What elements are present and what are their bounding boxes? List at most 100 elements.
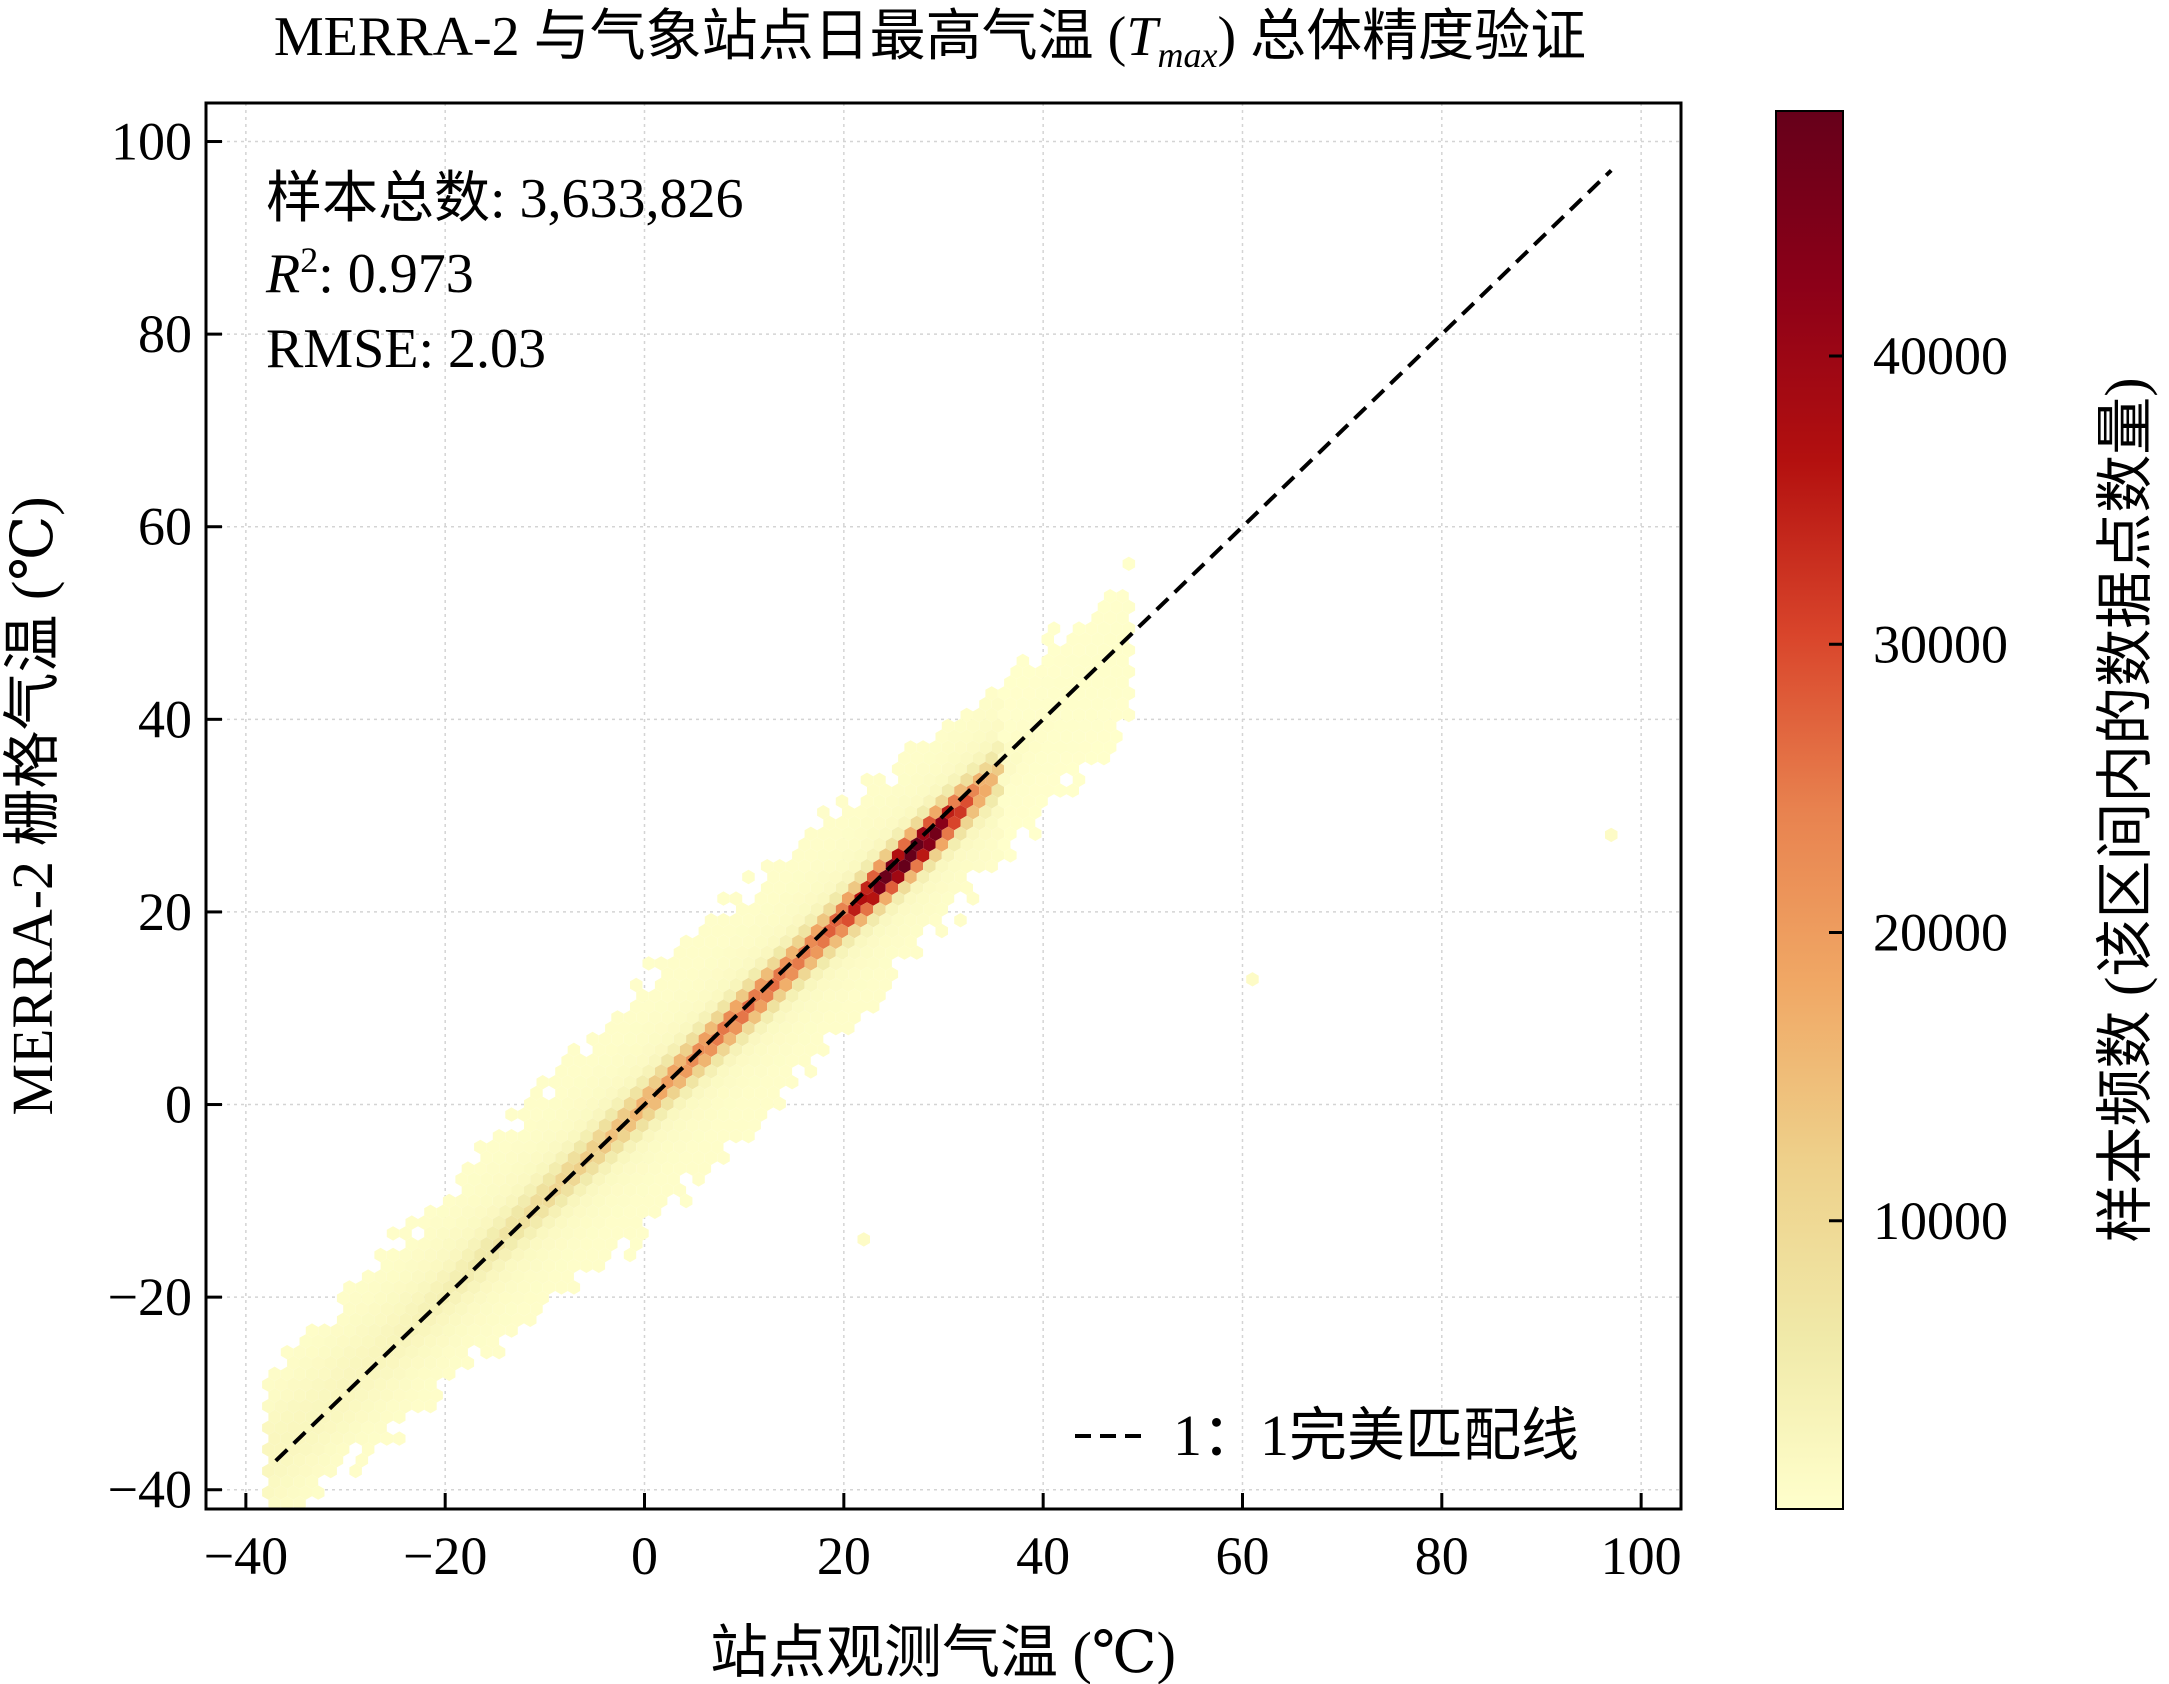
hexbin-cell bbox=[823, 1010, 836, 1025]
hexbin-cell bbox=[785, 902, 799, 917]
hexbin-cell bbox=[648, 1161, 662, 1176]
hexbin-cell bbox=[867, 913, 880, 928]
hexbin-cell bbox=[605, 1193, 618, 1209]
hexbin-cell bbox=[686, 1161, 699, 1176]
hexbin-cell bbox=[1079, 697, 1092, 712]
hexbin-cell bbox=[873, 837, 886, 852]
hexbin-cell bbox=[798, 1053, 811, 1068]
hexbin-cell bbox=[617, 1042, 630, 1057]
hexbin-cell bbox=[623, 1075, 637, 1090]
hexbin-cell bbox=[586, 1161, 599, 1176]
hexbin-cell bbox=[268, 1366, 281, 1381]
hexbin-cell bbox=[798, 837, 811, 852]
hexbin-cell bbox=[636, 988, 649, 1003]
hexbin-cell bbox=[548, 1204, 562, 1219]
hexbin-cell bbox=[835, 815, 849, 831]
hexbin-cell bbox=[442, 1323, 456, 1338]
hexbin-cell bbox=[1085, 621, 1098, 636]
hexbin-cell bbox=[767, 1064, 780, 1079]
hexbin-cell bbox=[736, 1075, 749, 1090]
hexbin-cell bbox=[611, 1139, 624, 1155]
hexbin-cell bbox=[449, 1269, 462, 1284]
hexbin-cell bbox=[324, 1377, 337, 1392]
hexbin-cell bbox=[916, 805, 930, 820]
hexbin-cell bbox=[910, 859, 924, 874]
hexbin-cell bbox=[698, 923, 712, 939]
hexbin-cell bbox=[848, 967, 861, 982]
hexbin-cell bbox=[667, 1150, 680, 1165]
hexbin-cell bbox=[916, 740, 930, 755]
hexbin-cell bbox=[480, 1150, 493, 1165]
hexbin-cell bbox=[548, 1226, 562, 1241]
hexbin-cell bbox=[623, 1139, 637, 1155]
hexbin-cell bbox=[704, 977, 718, 993]
hexbin-cell bbox=[954, 869, 967, 885]
x-tick-label: −20 bbox=[403, 1526, 487, 1586]
hexbin-cell bbox=[891, 848, 905, 863]
hexbin-cell bbox=[499, 1161, 512, 1176]
hexbin-cell bbox=[598, 1075, 612, 1090]
hexbin-cell bbox=[567, 1258, 581, 1273]
hexbin-cell bbox=[336, 1399, 350, 1414]
hexbin-cell bbox=[380, 1258, 394, 1273]
one-to-one-line bbox=[274, 168, 1613, 1463]
hexbin-cell bbox=[1047, 664, 1061, 679]
hexbin-cell bbox=[605, 1042, 618, 1057]
colorbar-tick-label: 30000 bbox=[1873, 614, 2008, 674]
hexbin-cell bbox=[904, 869, 917, 885]
hexbin-cell bbox=[1097, 621, 1111, 636]
hexbin-cell bbox=[760, 988, 774, 1003]
hexbin-cell bbox=[355, 1345, 369, 1360]
hexbin-cell bbox=[979, 697, 992, 712]
hexbin-cell bbox=[767, 1021, 780, 1036]
hexbin-cell bbox=[436, 1334, 450, 1349]
hexbin-cell bbox=[524, 1161, 537, 1176]
hexbin-cell bbox=[598, 1096, 612, 1111]
hexbin-cell bbox=[736, 988, 749, 1003]
hexbin-cell bbox=[810, 1031, 824, 1047]
hexbin-cell bbox=[785, 880, 799, 895]
hexbin-cell bbox=[648, 1204, 662, 1219]
hexbin-cell bbox=[605, 1107, 618, 1122]
plot-frame bbox=[204, 101, 1683, 1511]
hexbin-cell bbox=[760, 902, 774, 917]
hexbin-cell bbox=[492, 1193, 506, 1209]
hexbin-cell bbox=[1010, 686, 1023, 701]
hexbin-cell bbox=[1054, 718, 1067, 733]
hexbin-cell bbox=[997, 729, 1011, 744]
hexbin-cell bbox=[505, 1107, 518, 1122]
hexbin-cell bbox=[773, 1010, 786, 1025]
hexbin-cell bbox=[960, 772, 973, 787]
hexbin-cell bbox=[692, 1064, 705, 1079]
hexbin-cell bbox=[873, 923, 886, 939]
hexbin-cell bbox=[891, 891, 905, 906]
hexbin-cell bbox=[312, 1399, 325, 1414]
hexbin-cell bbox=[760, 967, 774, 982]
hexbin-cell bbox=[405, 1258, 418, 1273]
hexbin-cell bbox=[555, 1193, 568, 1209]
hexbin-cell bbox=[567, 1085, 581, 1101]
hexbin-cell bbox=[530, 1193, 543, 1209]
outlier-cell bbox=[1605, 827, 1618, 843]
hexbin-cell bbox=[642, 1193, 655, 1209]
hexbin-cell bbox=[424, 1334, 437, 1349]
hexbin-cell bbox=[923, 902, 936, 917]
hexbin-cell bbox=[536, 1247, 549, 1263]
hexbin-cell bbox=[667, 1107, 680, 1122]
x-tick-label: 60 bbox=[1215, 1526, 1269, 1586]
hexbin-cell bbox=[1072, 772, 1086, 787]
hexbin-cell bbox=[966, 783, 980, 798]
hexbin-cell bbox=[430, 1323, 443, 1338]
hexbin-cell bbox=[948, 751, 961, 766]
hexbin-cell bbox=[555, 1150, 568, 1165]
hexbin-cell bbox=[436, 1312, 450, 1327]
hexbin-cell bbox=[661, 1010, 674, 1025]
hexbin-cell bbox=[667, 1042, 680, 1057]
hexbin-cell bbox=[804, 913, 818, 928]
hexbin-cell bbox=[910, 902, 924, 917]
hexbin-cell bbox=[879, 826, 892, 841]
hexbin-cell bbox=[860, 967, 874, 982]
hexbin-cell bbox=[274, 1485, 288, 1500]
hexbin-cell bbox=[573, 1226, 587, 1241]
hexbin-cell bbox=[686, 1096, 699, 1111]
